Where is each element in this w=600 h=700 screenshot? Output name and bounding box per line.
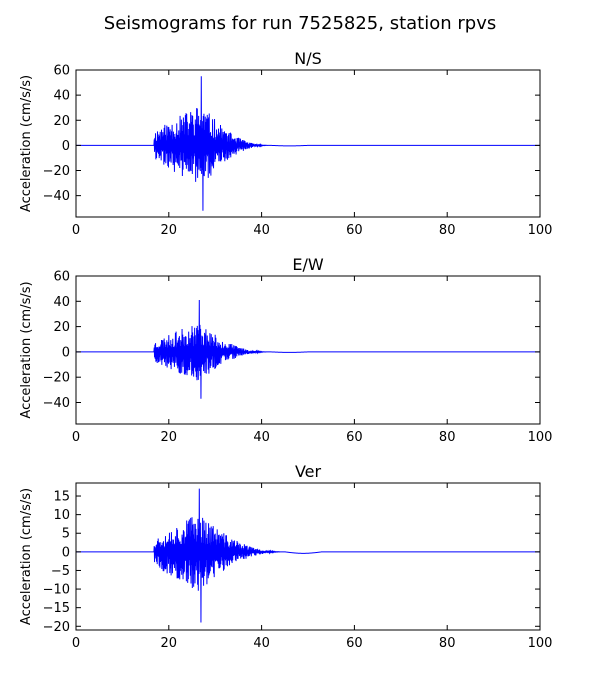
y-tick-label: 60 — [53, 64, 70, 79]
y-axis-label-ver: Acceleration (cm/s/s) — [19, 488, 34, 625]
y-tick-label: 0 — [62, 139, 70, 154]
y-tick-label: 60 — [53, 270, 70, 285]
x-tick-label: 60 — [346, 223, 363, 238]
x-tick-label: 100 — [528, 636, 553, 651]
x-tick-label: 80 — [439, 636, 456, 651]
y-tick-label: 20 — [53, 320, 70, 335]
x-tick-label: 40 — [253, 430, 270, 445]
axes-frame-ns — [75, 69, 541, 218]
x-tick-label: 60 — [346, 430, 363, 445]
y-tick-label: −10 — [43, 583, 70, 598]
x-tick-label: 80 — [439, 430, 456, 445]
axes-frame-ew — [75, 275, 541, 425]
figure-title: Seismograms for run 7525825, station rpv… — [104, 13, 496, 34]
x-tick-label: 80 — [439, 223, 456, 238]
panels: N/S0 20 40 60 80 1006040200−20−40Acceleration… — [19, 49, 552, 651]
y-tick-label: 0 — [62, 545, 70, 560]
x-tick-label: 20 — [161, 223, 178, 238]
panel-title-ns: N/S — [294, 49, 322, 68]
y-tick-label: 40 — [53, 295, 70, 310]
x-tick-label: 0 — [72, 223, 80, 238]
y-tick-label: 0 — [62, 345, 70, 360]
y-tick-label: 10 — [53, 508, 70, 523]
x-tick-label: 20 — [161, 636, 178, 651]
panel-ver: Ver 0 20 40 60 80 100 15 10 5 0 −5 −10 −15 −20 Accelera… — [19, 462, 552, 651]
y-tick-label: −40 — [43, 189, 70, 204]
y-tick-label: 15 — [53, 490, 70, 505]
x-tick-label: 60 — [346, 636, 363, 651]
x-tick-label: 100 — [528, 223, 553, 238]
y-tick-label: −40 — [43, 396, 70, 411]
x-tick-label: 40 — [253, 636, 270, 651]
y-axis-label-ns: Acceleration (cm/s/s) — [19, 75, 34, 212]
y-tick-label: −20 — [43, 164, 70, 179]
y-tick-label: −20 — [43, 620, 70, 635]
y-tick-label: −20 — [43, 371, 70, 386]
panel-ns: N/S 0 20 40 60 80 100 60 40 20 0 −20 −40 Acceleration… — [19, 49, 552, 238]
series-line-ew — [76, 300, 540, 399]
x-tick-label: 0 — [72, 636, 80, 651]
y-tick-label: 40 — [53, 89, 70, 104]
series-line-ns — [76, 76, 540, 211]
y-tick-label: 5 — [62, 527, 70, 542]
y-tick-label: 20 — [53, 114, 70, 129]
x-tick-label: 40 — [253, 223, 270, 238]
panel-title-ver: Ver — [295, 462, 322, 481]
y-axis-label-ew: Acceleration (cm/s/s) — [19, 281, 34, 418]
y-tick-label: −15 — [43, 601, 70, 616]
series-line-ver — [76, 488, 540, 623]
x-tick-label: 100 — [528, 430, 553, 445]
x-tick-label: 0 — [72, 430, 80, 445]
axes-frame-ver — [75, 482, 541, 631]
panel-title-ew: E/W — [292, 255, 324, 274]
panel-ew: E/W 0 20 40 60 80 100 60 40 20 0 −20 −40 Acceleration… — [19, 255, 552, 445]
y-tick-label: −5 — [51, 564, 70, 579]
x-tick-label: 20 — [161, 430, 178, 445]
